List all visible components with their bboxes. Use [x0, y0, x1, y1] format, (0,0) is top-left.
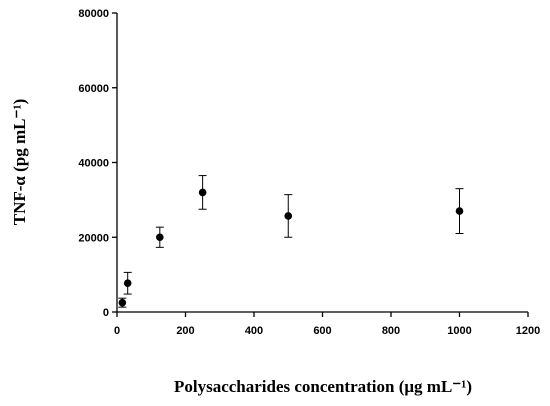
- data-point-group: [284, 194, 293, 238]
- data-point-group: [118, 297, 127, 308]
- x-tick-label: 800: [382, 325, 400, 337]
- data-point: [455, 207, 464, 215]
- data-point: [284, 212, 293, 220]
- data-point-group: [123, 271, 132, 295]
- x-tick-label: 1000: [447, 325, 471, 337]
- axes: [116, 13, 528, 313]
- x-tick-label: 600: [313, 325, 331, 337]
- x-tick-label: 200: [176, 325, 194, 337]
- data-point: [156, 233, 164, 242]
- x-tick-label: 0: [114, 325, 120, 337]
- y-tick-label: 0: [103, 307, 109, 319]
- data-points: [118, 175, 464, 308]
- data-point: [123, 279, 132, 288]
- data-point-group: [155, 226, 164, 248]
- data-point: [118, 298, 127, 307]
- y-tick-label: 40000: [78, 158, 109, 170]
- data-point-group: [198, 175, 207, 210]
- x-axis-title: Polysaccharides concentration (μg mL⁻¹): [174, 377, 472, 396]
- y-tick-label: 60000: [78, 83, 109, 95]
- y-tick-label: 20000: [78, 232, 109, 244]
- axis-titles: Polysaccharides concentration (μg mL⁻¹) …: [10, 99, 472, 396]
- data-point: [198, 188, 207, 197]
- ticks: 0 200 400 600 800 1000 1200 0 20000 40000 60000 800…: [78, 8, 540, 337]
- y-tick-label: 80000: [78, 8, 109, 20]
- y-axis-title: TNF-α (pg mL⁻¹): [10, 99, 29, 226]
- x-tick-label: 1200: [516, 325, 540, 337]
- data-point-group: [455, 188, 464, 235]
- x-tick-label: 400: [245, 325, 263, 337]
